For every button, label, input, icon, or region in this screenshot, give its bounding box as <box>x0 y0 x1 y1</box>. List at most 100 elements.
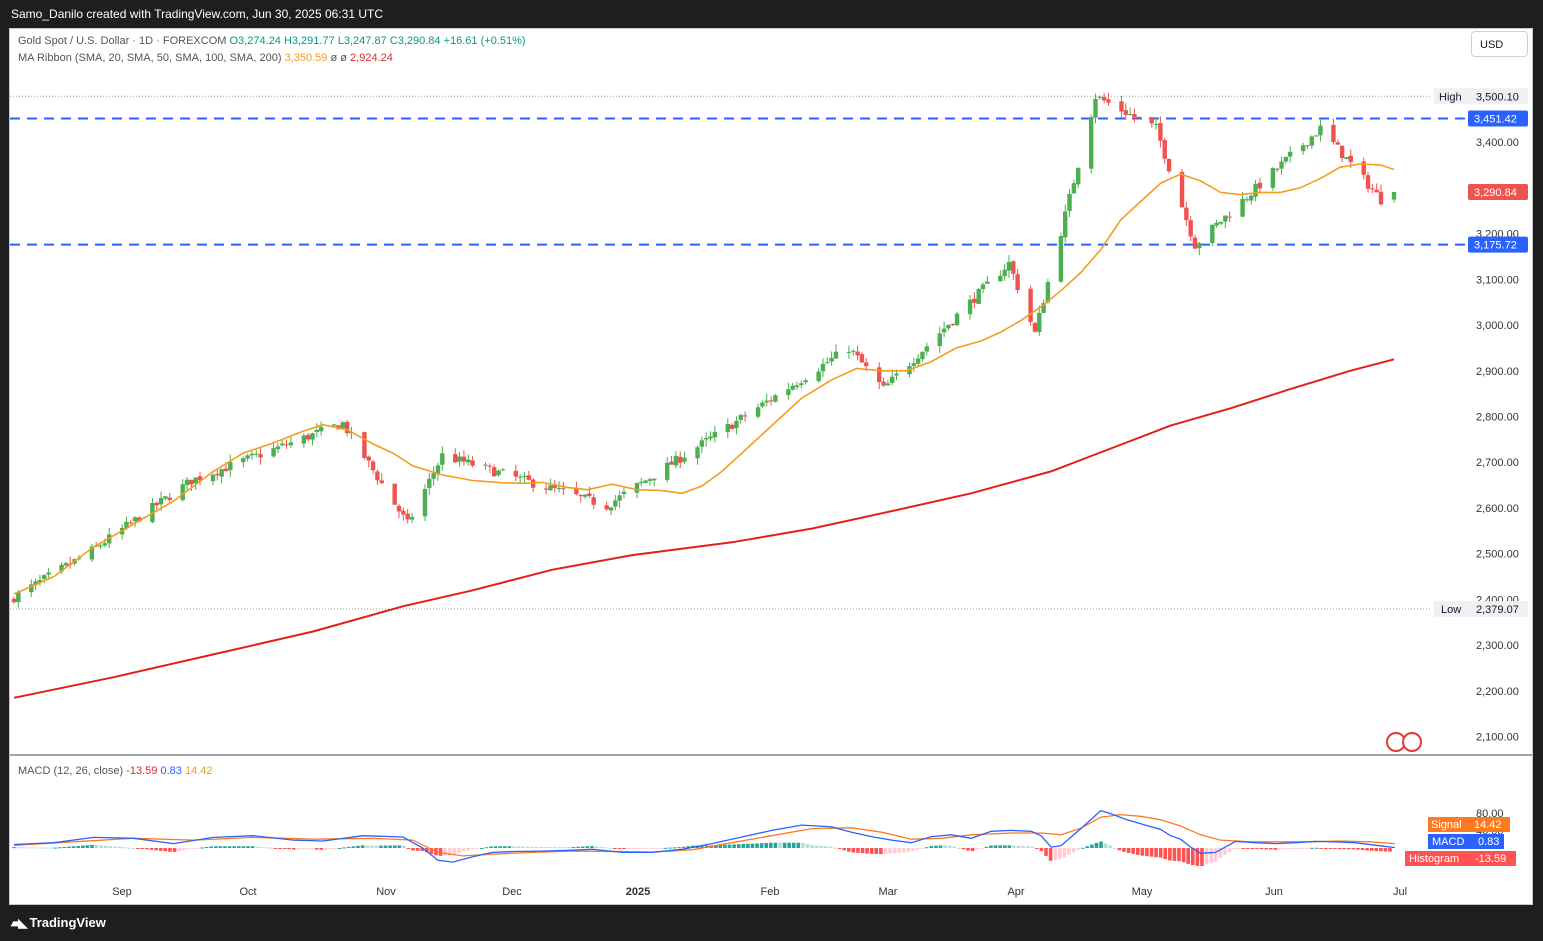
histogram-bar <box>1062 848 1067 858</box>
histogram-bar <box>461 848 466 852</box>
candle-body <box>1249 195 1254 201</box>
ma-ribbon-label[interactable]: MA Ribbon (SMA, 20, SMA, 50, SMA, 100, S… <box>18 52 282 64</box>
histogram-bar <box>1365 848 1369 851</box>
histogram-bar <box>1080 847 1085 849</box>
candle-body <box>1257 182 1263 189</box>
histogram-bar <box>484 847 489 849</box>
histogram-bar <box>1154 848 1158 858</box>
histogram-bar <box>1342 848 1346 850</box>
histogram-bar <box>622 848 626 849</box>
histogram-bar <box>915 848 920 850</box>
candle-body <box>829 357 834 362</box>
candle-body <box>245 455 250 459</box>
candle-body <box>1188 220 1193 237</box>
candle-body <box>526 475 531 480</box>
price-tick-label: 2,700.00 <box>1476 457 1519 469</box>
candle-body <box>215 473 220 476</box>
histogram-bar <box>1255 848 1259 849</box>
candle-body <box>154 502 159 506</box>
candle-body <box>1253 183 1258 197</box>
macd-label[interactable]: MACD (12, 26, close) <box>18 765 124 777</box>
histogram-bar <box>585 846 590 848</box>
histogram-bar <box>379 845 383 848</box>
histogram-bar <box>1273 848 1278 850</box>
histogram-bar <box>39 847 44 849</box>
histogram-bar <box>975 848 980 850</box>
histogram-bar <box>603 847 608 849</box>
histogram-bar <box>158 848 163 851</box>
candle-body <box>197 476 203 481</box>
candle-body <box>1240 198 1245 217</box>
candle-body <box>318 426 324 432</box>
candle-body <box>712 431 718 438</box>
histogram-bar <box>126 847 131 849</box>
histogram-bar <box>1163 848 1168 860</box>
histogram-bar <box>420 848 425 851</box>
candle-body <box>920 351 925 360</box>
candle-body <box>379 480 384 484</box>
candle-body <box>310 433 315 440</box>
histogram-bar <box>1186 848 1190 864</box>
candle-body <box>924 346 929 352</box>
histogram-bar <box>562 847 567 849</box>
histogram-bar <box>1090 844 1094 848</box>
candle-body <box>522 475 527 477</box>
tradingview-logo[interactable]: ▰◣ TradingView <box>11 915 106 930</box>
histogram-bar <box>319 848 324 850</box>
histogram-bar <box>402 845 406 848</box>
histogram-bar <box>741 843 746 848</box>
histogram-bar <box>571 847 576 849</box>
top-bar: Samo_Danilo created with TradingView.com… <box>0 0 1543 28</box>
histogram-bar <box>411 848 415 851</box>
candle-body <box>799 383 804 386</box>
histogram-bar <box>145 848 149 850</box>
histogram-bar <box>328 848 333 850</box>
candle-body <box>1149 117 1154 124</box>
histogram-bar <box>521 846 525 848</box>
candle-body <box>738 415 743 420</box>
histogram-bar <box>842 848 846 851</box>
histogram-bar <box>548 847 553 849</box>
candle-body <box>755 407 761 417</box>
time-axis-label: Nov <box>376 886 396 898</box>
time-axis-label: Mar <box>879 886 898 898</box>
histogram-bar <box>81 845 85 848</box>
candle-body <box>1097 96 1103 98</box>
candle-body <box>608 507 614 511</box>
histogram-bar <box>512 846 516 848</box>
histogram-bar <box>979 848 984 849</box>
resistance-tag: 3,451.42 <box>1474 114 1517 126</box>
histogram-bar <box>1250 848 1255 849</box>
candle-body <box>1309 136 1315 146</box>
candle-body <box>1028 288 1033 322</box>
candle-body <box>517 476 523 478</box>
histogram-bar <box>181 848 186 851</box>
candle-body <box>1318 125 1323 136</box>
candle-body <box>794 385 800 388</box>
candle-body <box>1305 145 1310 147</box>
symbol-name[interactable]: Gold Spot / U.S. Dollar · 1D · FOREXCOM <box>18 35 227 47</box>
currency-button[interactable]: USD <box>1471 31 1528 57</box>
histogram-bar <box>1278 848 1282 850</box>
histogram-bar <box>1351 848 1356 850</box>
candle-body <box>695 447 700 459</box>
candle-body <box>647 479 653 481</box>
histogram-bar <box>58 847 62 849</box>
candle-body <box>1274 168 1280 170</box>
histogram-bar <box>906 848 911 852</box>
ma-value-2: 2,924.24 <box>350 52 393 64</box>
candle-body <box>548 485 553 491</box>
candle-body <box>241 458 246 463</box>
candle-body <box>1361 161 1366 175</box>
histogram-bar <box>1200 848 1204 867</box>
histogram-bar <box>507 846 512 848</box>
histogram-bar <box>525 846 530 848</box>
histogram-bar <box>314 848 319 850</box>
histogram-bar <box>856 848 860 853</box>
histogram-bar <box>1218 848 1223 858</box>
candle-body <box>764 400 769 403</box>
candle-body <box>431 473 436 479</box>
candle-body <box>362 432 367 458</box>
last-price-tag-bg <box>1468 183 1528 200</box>
